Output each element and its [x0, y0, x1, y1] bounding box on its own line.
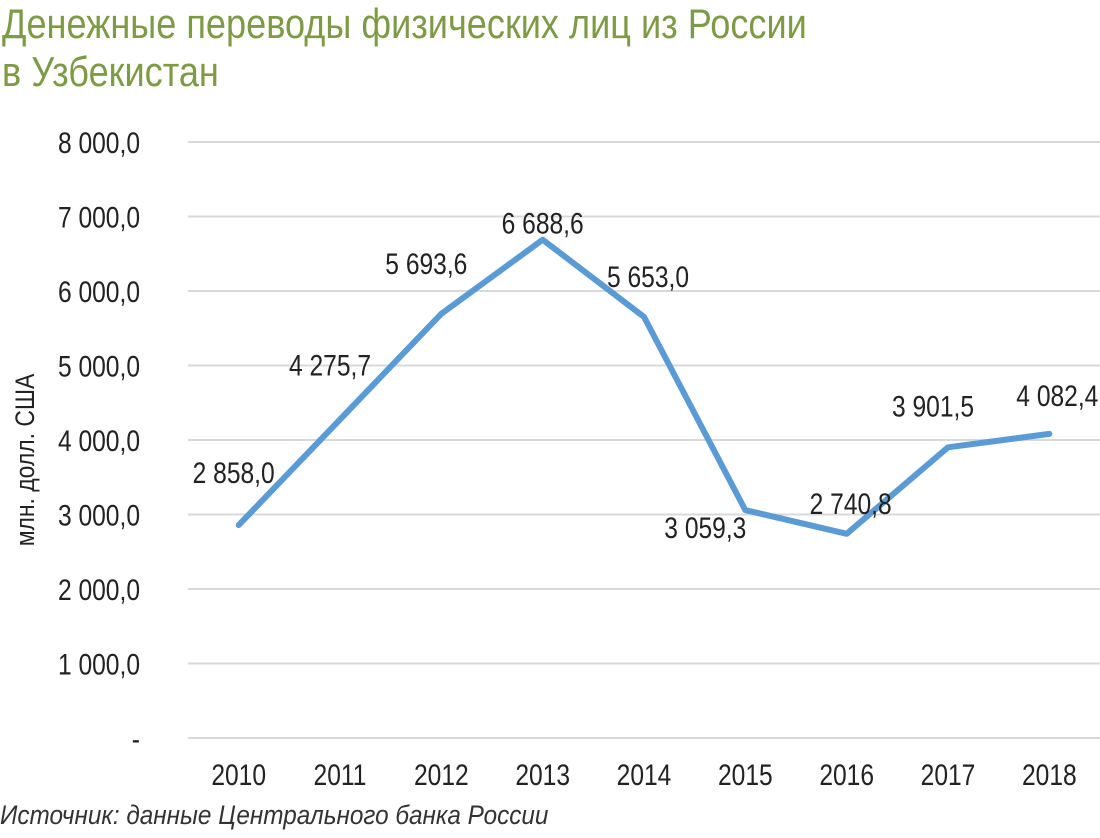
- data-label: 4 082,4: [1016, 379, 1098, 413]
- source-note: Источник: данные Центрального банка Росс…: [0, 800, 549, 830]
- chart-title: Денежные переводы физических лиц из Росс…: [2, 0, 939, 96]
- data-label: 2 858,0: [193, 456, 275, 490]
- x-tick-label: 2012: [414, 758, 469, 792]
- x-tick-label: 2017: [921, 758, 976, 792]
- chart-title-line-1: Денежные переводы физических лиц из Росс…: [2, 0, 807, 47]
- y-tick-label: -: [132, 722, 140, 756]
- series-line: [235, 236, 1053, 537]
- x-tick-label: 2010: [211, 758, 266, 792]
- data-labels: 2 858,0 4 275,7 5 693,6 6 688,6 5 653,0 3 059…: [193, 206, 1099, 544]
- data-label: 3 901,5: [892, 389, 974, 423]
- x-tick-label: 2015: [718, 758, 773, 792]
- data-label: 2 740,8: [810, 486, 892, 520]
- y-tick-label: 8 000,0: [58, 126, 140, 160]
- x-tick-label: 2013: [515, 758, 570, 792]
- y-tick-label: 6 000,0: [58, 275, 140, 309]
- x-axis-ticks: 2010 2011 2012 2013 2014 2015 2016 2017 2018: [211, 758, 1076, 792]
- x-tick-label: 2014: [617, 758, 672, 792]
- y-tick-label: 2 000,0: [58, 573, 140, 607]
- x-tick-label: 2018: [1022, 758, 1077, 792]
- y-tick-label: 3 000,0: [58, 498, 140, 532]
- y-axis-ticks: - 1 000,0 2 000,0 3 000,0 4 000,0 5 000,0 6 00…: [58, 126, 140, 756]
- x-tick-label: 2011: [314, 758, 367, 792]
- y-tick-label: 1 000,0: [58, 647, 140, 681]
- data-label: 3 059,3: [664, 511, 746, 545]
- data-label: 4 275,7: [289, 348, 371, 382]
- y-tick-label: 4 000,0: [58, 424, 140, 458]
- data-label: 5 653,0: [607, 260, 689, 294]
- data-label: 6 688,6: [502, 206, 584, 240]
- data-label: 5 693,6: [385, 246, 467, 280]
- x-tick-label: 2016: [819, 758, 874, 792]
- chart-title-line-2: в Узбекистан: [2, 48, 219, 95]
- y-axis-label: млн. долл. США: [10, 373, 40, 546]
- y-tick-label: 7 000,0: [58, 200, 140, 234]
- y-tick-label: 5 000,0: [58, 349, 140, 383]
- gridlines: [188, 141, 1100, 739]
